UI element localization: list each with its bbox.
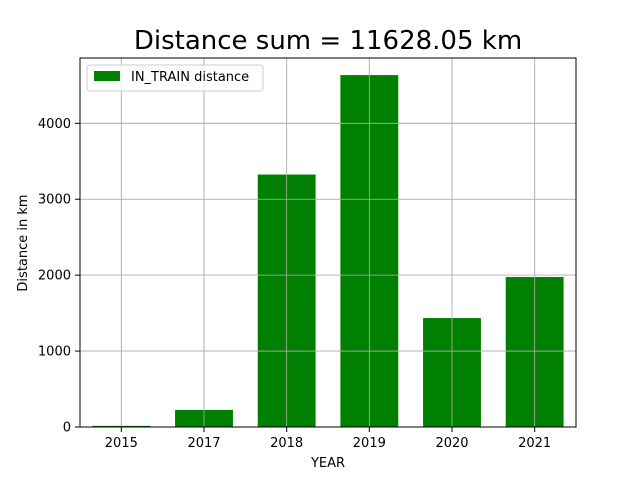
y-tick-label: 4000 [38, 117, 71, 132]
x-axis-label: YEAR [310, 456, 345, 471]
y-axis-label: Distance in km [16, 194, 31, 291]
bar-layer [80, 58, 576, 428]
legend-label: IN_TRAIN distance [131, 70, 249, 85]
y-tick-label: 3000 [38, 193, 71, 208]
x-tick-label: 2018 [270, 436, 303, 451]
x-tick-label: 2017 [187, 436, 220, 451]
plot-frame [79, 57, 577, 428]
y-tick-label: 2000 [38, 269, 71, 284]
legend-swatch [94, 71, 120, 81]
x-tick-label: 2019 [353, 436, 386, 451]
x-tick-label: 2015 [105, 436, 138, 451]
y-tick-label: 1000 [38, 345, 71, 360]
x-tick-label: 2020 [435, 436, 468, 451]
tick-layer: 0 1000 2000 3000 4000 2015 2017 2018 2019 2020 202… [38, 117, 551, 451]
legend-box [86, 64, 264, 92]
grid-overlay [80, 58, 576, 428]
x-tick-label: 2021 [518, 436, 551, 451]
chart-title: Distance sum = 11628.05 km [134, 26, 522, 56]
legend: IN_TRAIN distance [86, 64, 264, 92]
grid-layer [80, 58, 576, 428]
y-tick-label: 0 [63, 421, 71, 436]
